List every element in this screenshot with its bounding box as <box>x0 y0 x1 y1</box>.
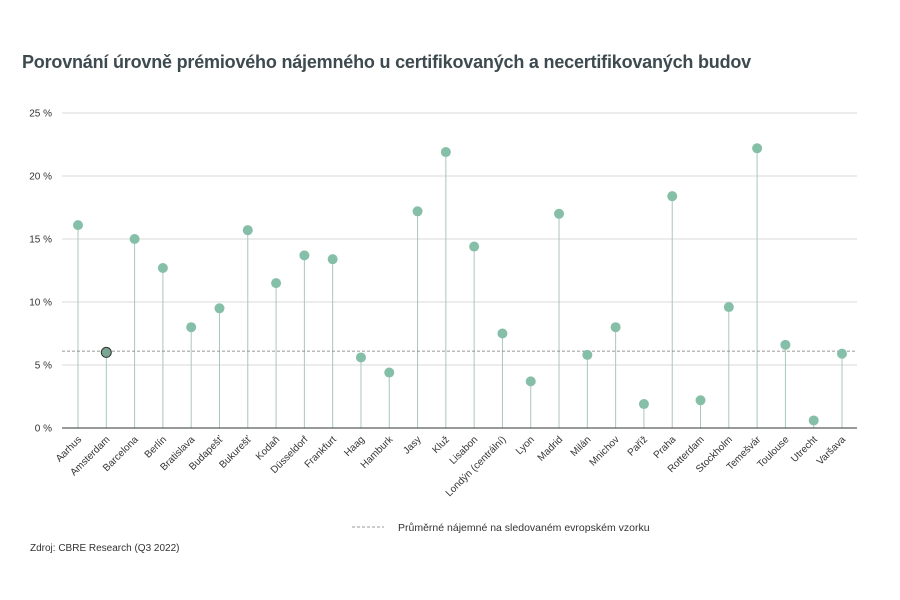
data-point <box>554 208 565 219</box>
x-tick-label: Paříž <box>626 434 650 458</box>
data-point <box>752 143 763 154</box>
data-point <box>497 328 508 339</box>
legend-label: Průměrné nájemné na sledovaném evropském… <box>398 522 650 534</box>
x-tick-label: Haag <box>342 434 367 459</box>
x-tick-label: Lyon <box>514 434 537 457</box>
x-tick-label: Mnichov <box>588 434 622 468</box>
chart-title: Porovnání úrovně prémiového nájemného u … <box>22 52 751 72</box>
x-tick-label: Kluž <box>430 434 452 456</box>
data-point <box>73 220 83 231</box>
y-tick-label: 15 % <box>29 235 52 246</box>
data-point <box>638 399 649 410</box>
source-note: Zdroj: CBRE Research (Q3 2022) <box>30 543 180 554</box>
data-point <box>384 367 395 378</box>
data-point <box>129 234 140 244</box>
x-tick-label: Praha <box>652 434 679 461</box>
data-point <box>667 191 678 202</box>
data-point <box>525 376 536 387</box>
y-tick-label: 0 % <box>35 424 52 435</box>
x-tick-label: Milán <box>569 434 594 459</box>
x-tick-label: Jasy <box>401 434 423 456</box>
data-point <box>100 346 112 358</box>
y-tick-label: 5 % <box>35 361 52 372</box>
data-point <box>242 225 253 236</box>
data-point <box>214 303 225 314</box>
data-point <box>723 302 734 313</box>
data-point <box>412 206 423 217</box>
x-tick-label: Frankfurt <box>303 434 339 470</box>
y-tick-label: 20 % <box>29 172 52 183</box>
y-tick-label: 25 % <box>29 109 52 120</box>
data-point <box>610 322 621 333</box>
data-point <box>837 348 847 359</box>
x-tick-label: Hamburk <box>359 434 396 471</box>
data-point <box>327 254 338 265</box>
data-point <box>440 147 451 158</box>
x-tick-label: Berlín <box>143 434 169 460</box>
data-point <box>299 250 310 261</box>
x-tick-label: Madrid <box>536 434 565 463</box>
data-point <box>186 322 197 333</box>
y-tick-label: 10 % <box>29 298 52 309</box>
data-point <box>582 349 593 360</box>
data-point <box>157 262 168 273</box>
data-point <box>695 395 706 406</box>
data-point <box>780 339 791 350</box>
data-point <box>355 352 366 363</box>
data-point <box>271 278 282 289</box>
data-point <box>469 241 480 252</box>
data-point <box>808 415 819 426</box>
x-tick-label: Toulouse <box>755 434 791 470</box>
x-tick-label: Varšava <box>815 434 849 468</box>
